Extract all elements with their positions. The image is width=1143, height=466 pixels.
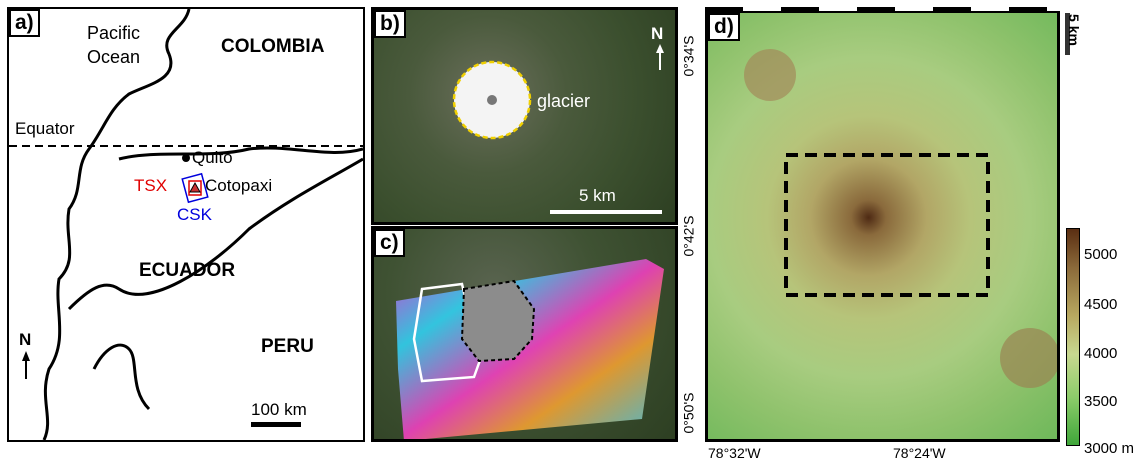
dem-svg bbox=[744, 49, 1057, 388]
panel-b-satellite: b) glacier N 5 km bbox=[371, 7, 678, 225]
csk-label: CSK bbox=[177, 205, 212, 224]
scale-label-a: 100 km bbox=[251, 400, 307, 419]
cotopaxi-label: Cotopaxi bbox=[205, 176, 273, 195]
interferogram-svg bbox=[396, 259, 664, 439]
panel-b-label: b) bbox=[374, 10, 406, 38]
peru-border-south bbox=[92, 343, 151, 411]
csk-footprint bbox=[181, 172, 209, 204]
coastline bbox=[42, 9, 191, 440]
frame-ticks bbox=[705, 7, 1060, 11]
peru-label: PERU bbox=[261, 336, 314, 357]
cotopaxi-marker bbox=[189, 181, 201, 193]
scale-bar-b bbox=[550, 210, 662, 214]
ecuador-label: ECUADOR bbox=[139, 260, 236, 281]
north-label-a: N bbox=[19, 330, 32, 349]
ocean-label-line2: Ocean bbox=[87, 47, 141, 67]
country-borders bbox=[9, 9, 363, 440]
quito-dot bbox=[182, 154, 190, 162]
north-arrow-head bbox=[22, 351, 30, 361]
lon-tick-1: 78°32'W bbox=[708, 445, 761, 461]
lat-tick-2: 0°42'S bbox=[680, 215, 697, 257]
tsx-footprint bbox=[188, 180, 202, 196]
scale-bar bbox=[251, 422, 301, 427]
colombia-border bbox=[118, 146, 363, 161]
panel-c-interferogram: c) bbox=[371, 226, 678, 442]
tsx-label: TSX bbox=[134, 176, 168, 195]
lon-tick-2: 78°24'W bbox=[893, 445, 946, 461]
peru-border bbox=[67, 157, 363, 311]
colorbar-tick-4000: 4000 bbox=[1084, 345, 1118, 362]
panel-a-overview-map: a) Pacific Ocean COLOMBIA Equator Quito … bbox=[7, 7, 365, 442]
scale-bar-d bbox=[1065, 13, 1070, 55]
study-area-box bbox=[784, 153, 990, 297]
equator-label: Equator bbox=[15, 119, 75, 138]
glacier-outline-c bbox=[460, 279, 536, 363]
scale-label-d: 5 km bbox=[1065, 14, 1082, 46]
panel-d-label: d) bbox=[708, 13, 740, 41]
colorbar-tick-3500: 3500 bbox=[1084, 393, 1118, 410]
glacier-overlay bbox=[452, 44, 664, 214]
panel-c-label: c) bbox=[374, 229, 405, 257]
colorbar-tick-4500: 4500 bbox=[1084, 296, 1118, 313]
colombia-label: COLOMBIA bbox=[221, 36, 325, 57]
lat-tick-3: 0°50'S bbox=[680, 392, 697, 434]
colorbar-tick-3000: 3000 m bbox=[1084, 440, 1135, 457]
ocean-label-line1: Pacific bbox=[87, 23, 141, 43]
north-label-b: N bbox=[651, 24, 664, 43]
panel-a-label: a) bbox=[9, 9, 40, 37]
panel-d-dem: d) bbox=[705, 10, 1060, 442]
colorbar bbox=[1066, 228, 1080, 446]
scale-label-b: 5 km bbox=[579, 186, 616, 205]
colorbar-tick-5000: 5000 bbox=[1084, 246, 1118, 263]
lat-tick-1: 0°34'S bbox=[680, 35, 697, 77]
quito-label: Quito bbox=[192, 148, 233, 167]
glacier-label: glacier bbox=[537, 91, 591, 111]
